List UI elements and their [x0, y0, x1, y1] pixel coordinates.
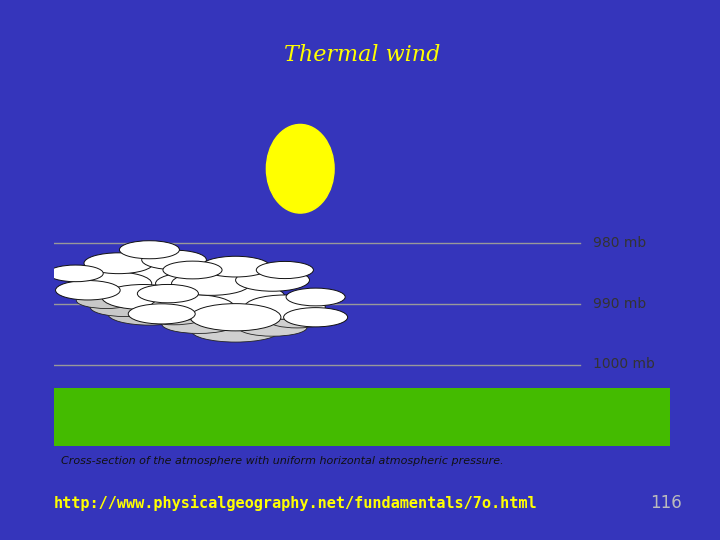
- Text: http://www.physicalgeography.net/fundamentals/7o.html: http://www.physicalgeography.net/fundame…: [54, 495, 538, 511]
- Ellipse shape: [76, 292, 136, 308]
- Text: Cross-section of the atmosphere with uniform horizontal atmospheric pressure.: Cross-section of the atmosphere with uni…: [61, 456, 504, 467]
- Ellipse shape: [163, 261, 222, 279]
- Ellipse shape: [142, 250, 207, 269]
- Ellipse shape: [286, 288, 345, 306]
- Ellipse shape: [245, 295, 325, 319]
- Ellipse shape: [235, 269, 310, 291]
- Ellipse shape: [201, 256, 270, 277]
- Text: Thermal wind: Thermal wind: [284, 44, 440, 66]
- Ellipse shape: [138, 285, 199, 303]
- Bar: [54, 388, 670, 446]
- Ellipse shape: [192, 320, 280, 342]
- Ellipse shape: [104, 283, 182, 304]
- Ellipse shape: [84, 253, 153, 274]
- Ellipse shape: [55, 281, 120, 300]
- Text: 990 mb: 990 mb: [593, 297, 646, 310]
- Ellipse shape: [186, 282, 285, 312]
- Ellipse shape: [187, 285, 247, 302]
- Ellipse shape: [145, 310, 204, 325]
- Ellipse shape: [284, 308, 348, 327]
- Ellipse shape: [48, 265, 103, 282]
- Ellipse shape: [90, 298, 159, 316]
- Ellipse shape: [256, 261, 313, 279]
- Ellipse shape: [103, 260, 196, 287]
- Text: 1000 mb: 1000 mb: [593, 357, 654, 372]
- Ellipse shape: [162, 315, 235, 333]
- Ellipse shape: [148, 302, 212, 319]
- Ellipse shape: [120, 241, 179, 259]
- Ellipse shape: [177, 296, 233, 311]
- Ellipse shape: [171, 272, 251, 295]
- Ellipse shape: [156, 272, 230, 295]
- Ellipse shape: [102, 285, 185, 309]
- Ellipse shape: [150, 294, 235, 320]
- Text: 116: 116: [650, 494, 682, 512]
- Text: 980 mb: 980 mb: [593, 236, 646, 250]
- Ellipse shape: [73, 272, 152, 295]
- Ellipse shape: [238, 319, 307, 336]
- Ellipse shape: [266, 124, 334, 213]
- Ellipse shape: [202, 269, 256, 285]
- Ellipse shape: [128, 304, 195, 324]
- Ellipse shape: [108, 302, 191, 325]
- Ellipse shape: [190, 303, 281, 331]
- Ellipse shape: [269, 313, 325, 328]
